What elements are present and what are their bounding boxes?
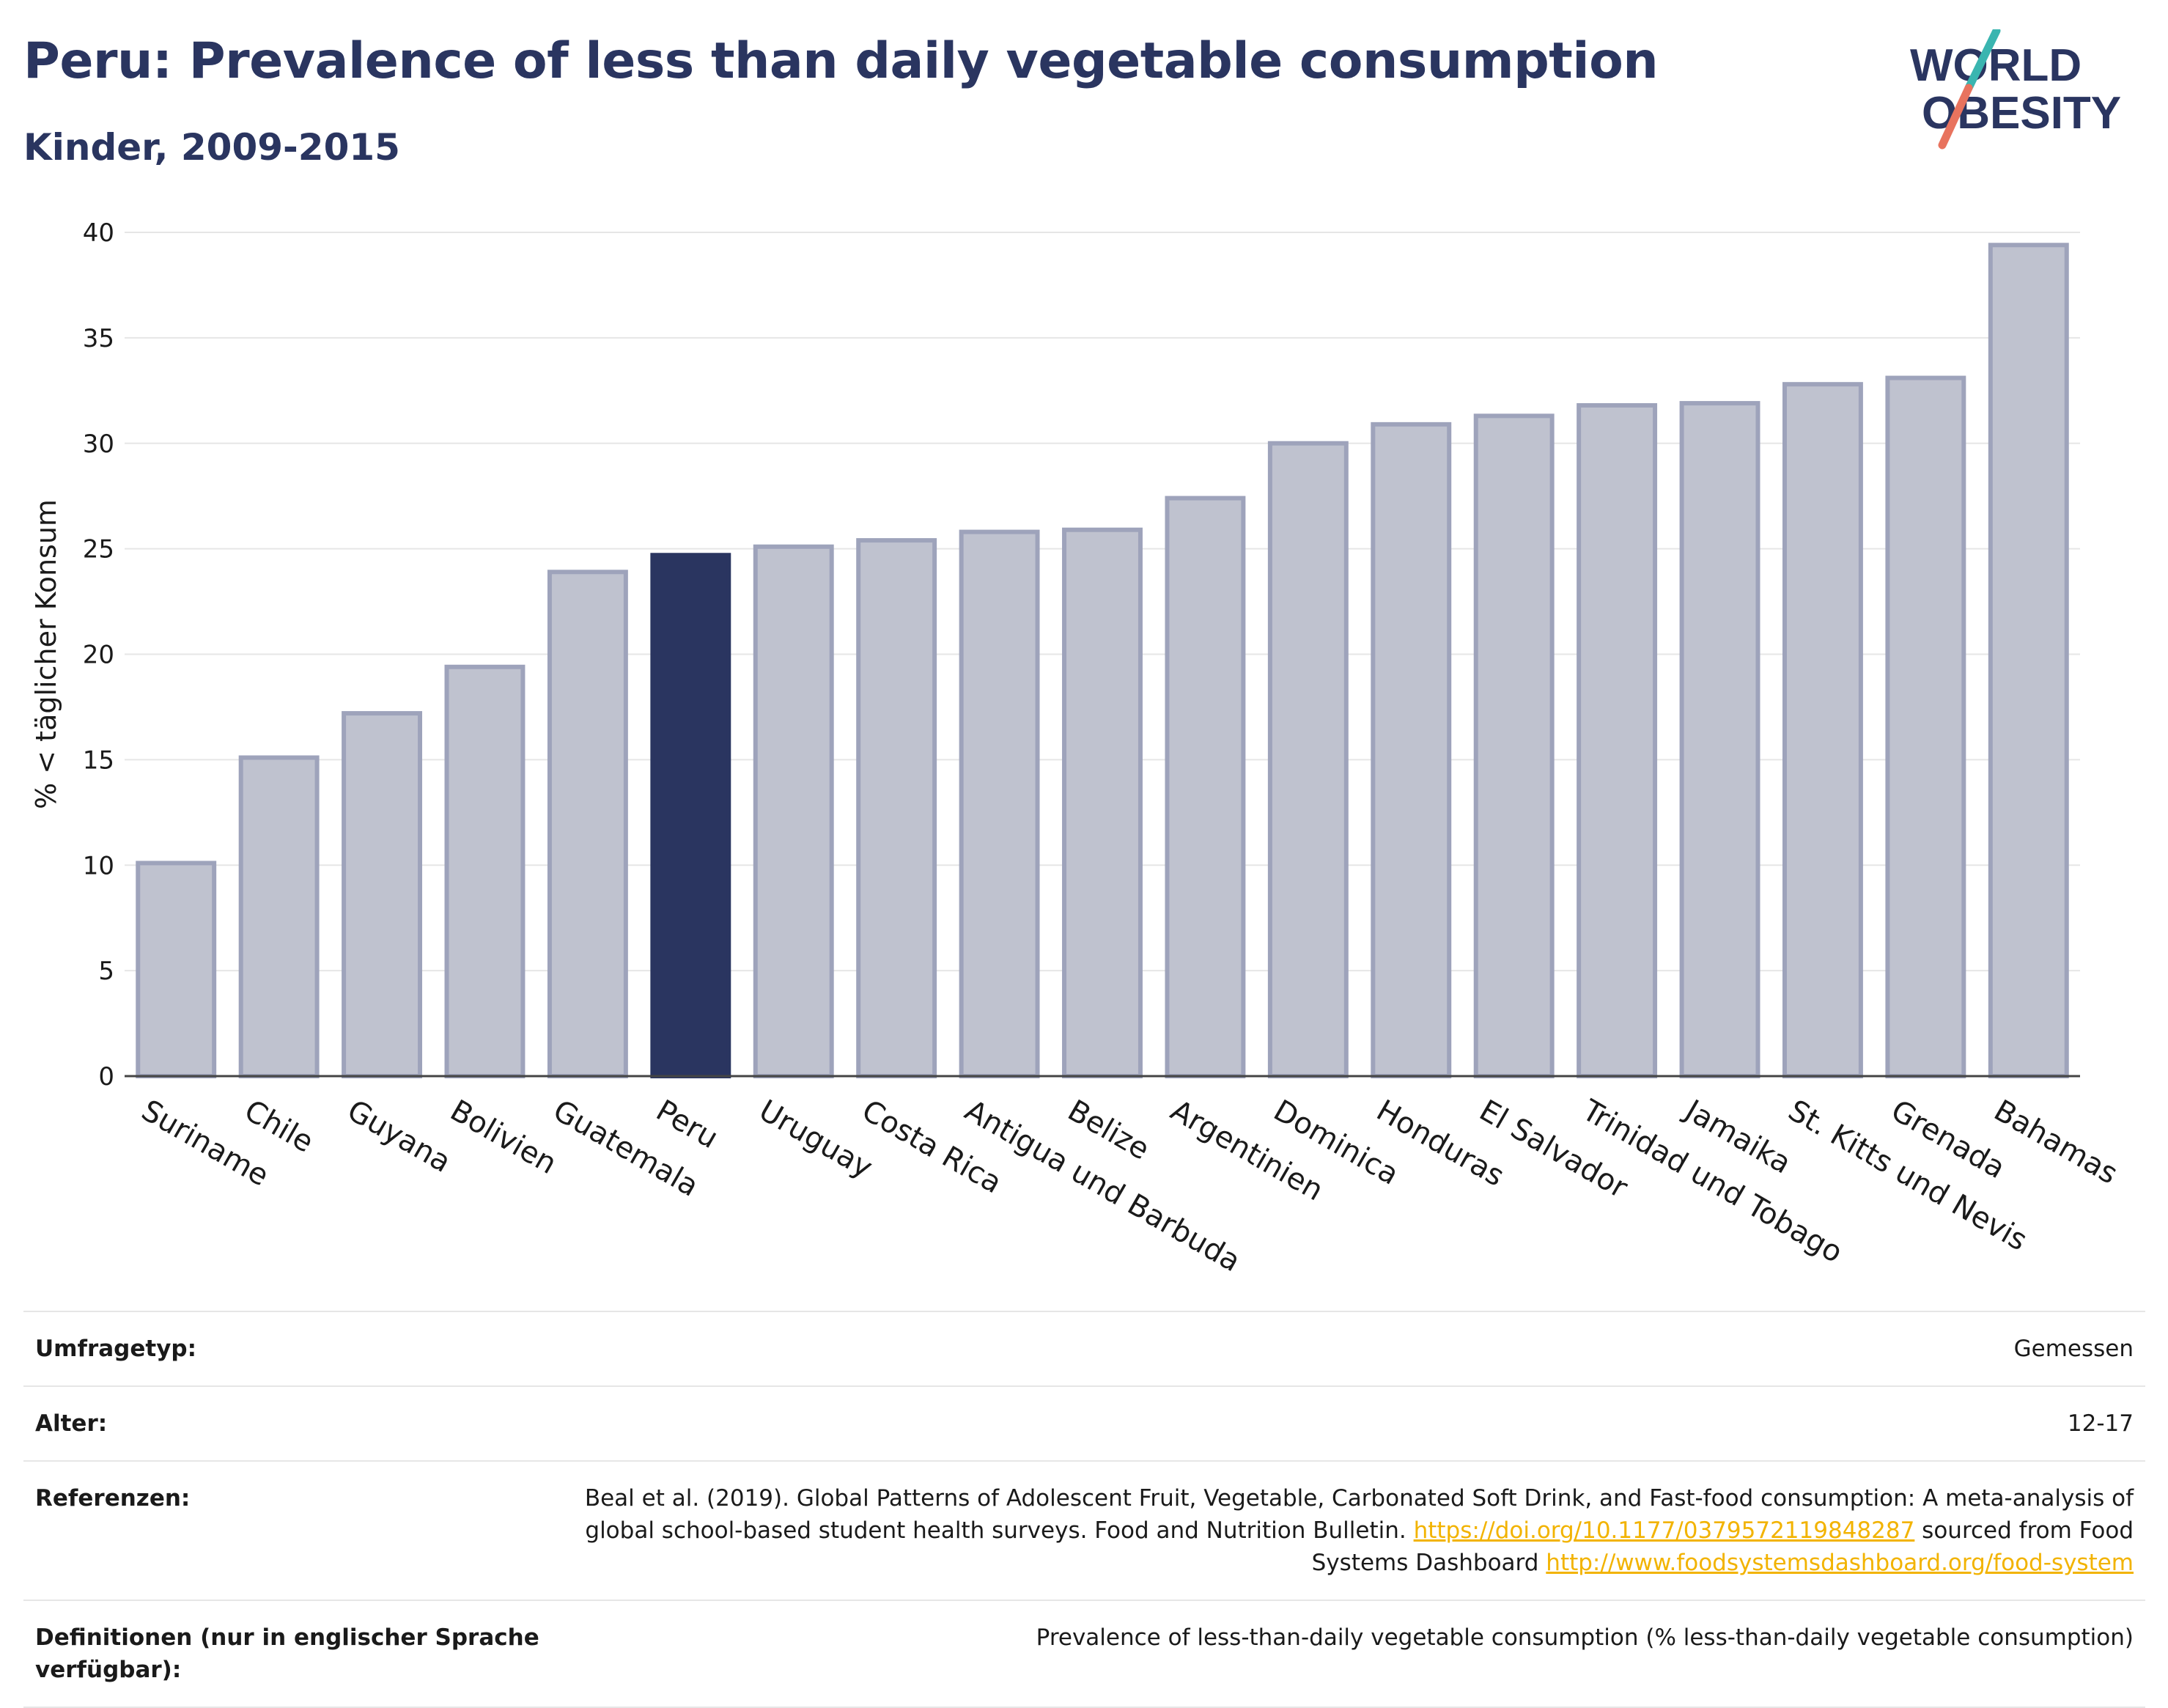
bar-el-salvador bbox=[1473, 413, 1555, 1078]
y-tick-label: 35 bbox=[83, 324, 114, 353]
bar-honduras bbox=[1371, 422, 1452, 1078]
x-tick-label: Uruguay bbox=[753, 1094, 878, 1185]
bar-uruguay bbox=[753, 544, 834, 1078]
chart-title: Peru: Prevalence of less than daily vege… bbox=[23, 32, 1659, 90]
bar-belize bbox=[1062, 527, 1143, 1078]
world-obesity-logo: WORLD OBESITY bbox=[1910, 29, 2121, 150]
chart-subtitle: Kinder, 2009-2015 bbox=[23, 126, 400, 169]
y-tick-label: 40 bbox=[83, 218, 114, 248]
y-tick-label: 20 bbox=[83, 641, 114, 670]
bar-peru bbox=[650, 553, 731, 1078]
metadata-label: Alter: bbox=[35, 1410, 108, 1437]
x-tick-label: Bahamas bbox=[1988, 1094, 2123, 1191]
x-tick-label: Peru bbox=[650, 1094, 723, 1155]
bar-antigua-und-barbuda bbox=[959, 529, 1040, 1078]
bar-guyana bbox=[342, 711, 423, 1078]
y-tick-labels: 0 5 10 15 20 25 30 35 40 bbox=[83, 218, 114, 1092]
logo-slash-top bbox=[1964, 29, 2001, 92]
bar-dominica bbox=[1267, 441, 1349, 1078]
metadata-row: Referenzen: Beal et al. (2019). Global Pa… bbox=[23, 1460, 2145, 1600]
y-tick-label: 10 bbox=[83, 851, 114, 880]
metadata-row: Umfragetyp: Gemessen bbox=[23, 1311, 2145, 1385]
bar-chile bbox=[238, 755, 320, 1079]
bar-suriname bbox=[136, 861, 217, 1079]
metadata-label: Umfragetyp: bbox=[35, 1336, 196, 1362]
y-tick-label: 30 bbox=[83, 430, 114, 459]
x-tick-label: Guyana bbox=[342, 1094, 457, 1179]
logo-slash-bottom bbox=[1938, 84, 1973, 150]
bar-trinidad-und-tobago bbox=[1577, 402, 1658, 1078]
logo-word-world: WORLD bbox=[1910, 40, 2082, 91]
bar-bahamas bbox=[1988, 243, 2069, 1078]
metadata-value: 12-17 bbox=[2067, 1410, 2134, 1437]
y-tick-label: 25 bbox=[83, 535, 114, 564]
y-tick-label: 5 bbox=[98, 957, 114, 986]
bar-jamaika bbox=[1679, 401, 1760, 1078]
bar-grenada bbox=[1885, 375, 1966, 1078]
x-tick-label: Bolivien bbox=[444, 1094, 562, 1181]
bar-argentinien bbox=[1165, 496, 1246, 1078]
reference-link[interactable]: https://doi.org/10.1177/0379572119848287 bbox=[1413, 1517, 1915, 1544]
metadata-row: Alter: 12-17 bbox=[23, 1385, 2145, 1460]
bar-costa-rica bbox=[856, 538, 937, 1078]
bar-st-kitts-und-nevis bbox=[1782, 382, 1863, 1078]
bar-guatemala bbox=[547, 570, 628, 1078]
y-tick-label: 15 bbox=[83, 746, 114, 775]
metadata-value: Beal et al. (2019). Global Patterns of A… bbox=[565, 1482, 2134, 1579]
y-axis-title: % < täglicher Konsum bbox=[30, 499, 62, 809]
reference-text: Beal et al. (2019). Global Patterns of A… bbox=[584, 1485, 2134, 1544]
reference-text: sourced from Food Systems Dashboard bbox=[1311, 1517, 2134, 1576]
metadata-label: Definitionen (nur in englischer Sprache … bbox=[35, 1624, 539, 1683]
metadata-table: Umfragetyp: Gemessen Alter: 12-17 Referenzen… bbox=[23, 1311, 2145, 1708]
metadata-row: Definitionen (nur in englischer Sprache … bbox=[23, 1600, 2145, 1708]
reference-link[interactable]: http://www.foodsystemsdashboard.org/food… bbox=[1546, 1550, 2134, 1576]
metadata-label: Referenzen: bbox=[35, 1485, 191, 1512]
bar-bolivien bbox=[444, 664, 526, 1078]
y-tick-label: 0 bbox=[98, 1062, 114, 1092]
bars bbox=[136, 243, 2069, 1079]
metadata-value: Prevalence of less-than-daily vegetable … bbox=[1036, 1624, 2134, 1651]
metadata-value: Gemessen bbox=[2013, 1336, 2134, 1362]
